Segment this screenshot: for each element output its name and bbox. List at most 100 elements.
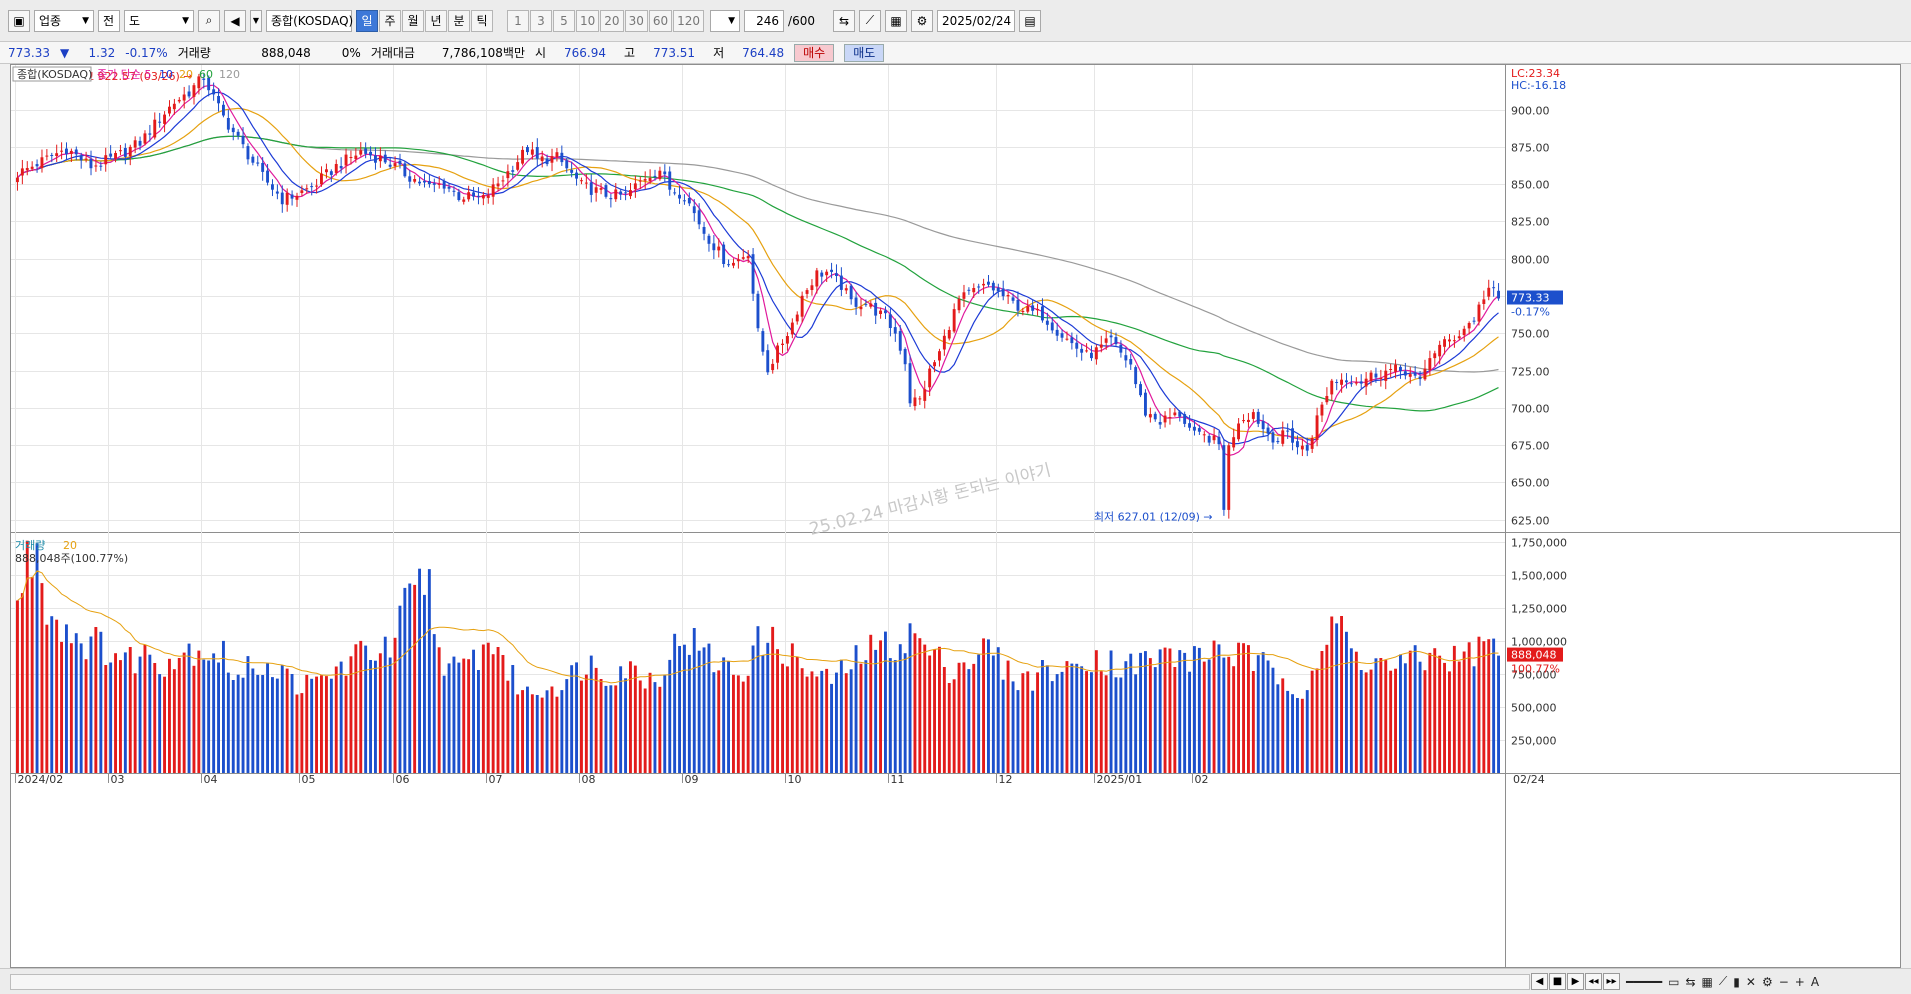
- candle-body: [344, 154, 348, 166]
- period-tab-0[interactable]: 일: [356, 9, 378, 32]
- compare-icon[interactable]: ⇆: [832, 9, 855, 32]
- candle-body: [1041, 306, 1044, 321]
- candle-body: [756, 293, 760, 329]
- gear-icon[interactable]: ⚙: [910, 9, 933, 32]
- candle-icon[interactable]: ▮: [1733, 974, 1740, 989]
- candle-body: [403, 163, 407, 177]
- save-icon[interactable]: ▦: [884, 9, 907, 32]
- candle-body: [20, 168, 24, 176]
- period-box[interactable]: 전: [98, 9, 120, 32]
- zoom-slider-icon[interactable]: ━━━━━: [1626, 974, 1663, 989]
- candle-body: [687, 198, 691, 204]
- scroll-right-button[interactable]: ▶: [1567, 973, 1584, 990]
- volume-bar: [550, 686, 554, 773]
- index-name-field[interactable]: 종합(KOSDAQ): [266, 9, 353, 32]
- candle-body: [702, 227, 706, 234]
- candle-body: [1134, 367, 1138, 385]
- category-select[interactable]: 업종 ▼: [34, 9, 94, 32]
- buy-button[interactable]: 매수: [794, 43, 835, 62]
- period-tab-4[interactable]: 분: [448, 9, 470, 32]
- candle-body: [972, 288, 976, 293]
- candle-body: [246, 146, 250, 160]
- stop-button[interactable]: ■: [1549, 973, 1566, 990]
- forward-button[interactable]: ▸▸: [1603, 973, 1620, 990]
- candle-body: [491, 184, 495, 197]
- stock-chart[interactable]: 900.00875.00850.00825.00800.00775.00750.…: [11, 65, 1900, 967]
- grid-icon[interactable]: ▦: [1701, 974, 1713, 989]
- volume-bar: [1330, 616, 1334, 773]
- range-select[interactable]: 도 ▼: [124, 9, 194, 32]
- candle-body: [1256, 411, 1260, 424]
- candle-body: [60, 150, 63, 152]
- volume-bar: [952, 679, 956, 773]
- candle-body: [74, 149, 78, 155]
- settings-icon[interactable]: ⚙: [1761, 974, 1773, 989]
- scroll-left-button[interactable]: ◀: [1531, 973, 1548, 990]
- date-field[interactable]: 2025/02/24: [936, 9, 1015, 32]
- candle-body: [1232, 437, 1236, 448]
- horizontal-scrollbar[interactable]: [10, 973, 1530, 990]
- volume-bar: [526, 686, 529, 773]
- sell-button[interactable]: 매도: [844, 43, 885, 62]
- interval-tab-3[interactable]: 3: [530, 9, 552, 32]
- period-tab-2[interactable]: 월: [402, 9, 424, 32]
- candle-body: [1467, 323, 1471, 329]
- draw-icon[interactable]: ⟋: [858, 9, 881, 32]
- candle-body: [1153, 413, 1157, 420]
- interval-custom[interactable]: ▼: [710, 9, 741, 32]
- price-tick-label: 625.00: [1511, 515, 1550, 528]
- volume-bar: [305, 674, 309, 773]
- candle-body: [217, 96, 220, 104]
- candle-body: [1148, 414, 1152, 418]
- legend-box: [12, 66, 92, 82]
- candle-body: [1291, 428, 1294, 443]
- candle-body: [1345, 380, 1348, 383]
- interval-tab-120[interactable]: 120: [673, 9, 705, 32]
- interval-tab-30[interactable]: 30: [624, 9, 648, 32]
- window-menu-icon[interactable]: ▣: [8, 9, 30, 32]
- chevron-down-icon[interactable]: ▼: [250, 9, 262, 32]
- volume-bar: [486, 642, 490, 773]
- volume-bar: [1036, 672, 1039, 773]
- candle-body: [1026, 306, 1030, 312]
- x-tick-label: 06: [396, 773, 410, 786]
- minus-icon[interactable]: −: [1778, 974, 1789, 989]
- volume-bar: [707, 643, 711, 773]
- interval-tab-60[interactable]: 60: [648, 9, 673, 32]
- x-tick-label: 07: [489, 773, 503, 786]
- line-icon[interactable]: ⟋: [1718, 974, 1728, 988]
- volume-bar: [668, 659, 672, 773]
- calendar-icon[interactable]: ▤: [1018, 9, 1041, 32]
- cross-icon[interactable]: ✕: [1745, 974, 1756, 989]
- candle-body: [1104, 338, 1108, 343]
- period-tab-3[interactable]: 년: [425, 9, 447, 32]
- period-tab-1[interactable]: 주: [379, 9, 401, 32]
- volume-bar: [1497, 655, 1500, 773]
- compare-icon[interactable]: ⇆: [1685, 974, 1696, 989]
- candle-body: [511, 170, 515, 172]
- count-field[interactable]: 246: [744, 9, 785, 32]
- candle-body: [1266, 427, 1270, 434]
- interval-tab-1[interactable]: 1: [507, 9, 529, 32]
- volume-bar: [285, 668, 289, 773]
- volume-bar: [604, 685, 608, 773]
- layout-icon[interactable]: ▭: [1668, 974, 1680, 989]
- candle-body: [222, 104, 225, 116]
- sound-icon[interactable]: ◀: [224, 9, 246, 32]
- plus-icon[interactable]: +: [1794, 974, 1805, 989]
- candle-body: [697, 210, 701, 225]
- period-tab-5[interactable]: 틱: [471, 9, 493, 32]
- rewind-button[interactable]: ◂◂: [1585, 973, 1602, 990]
- candle-body: [707, 235, 711, 244]
- chart-panel[interactable]: 900.00875.00850.00825.00800.00775.00750.…: [10, 64, 1901, 968]
- candle-body: [349, 157, 353, 158]
- interval-tab-5[interactable]: 5: [553, 9, 575, 32]
- text-size-icon[interactable]: A: [1810, 974, 1820, 989]
- volume-bar: [589, 655, 593, 773]
- candle-body: [918, 398, 922, 400]
- search-icon[interactable]: ⌕: [198, 9, 220, 32]
- x-tick-label: 10: [788, 773, 802, 786]
- interval-tab-10[interactable]: 10: [576, 9, 600, 32]
- interval-tab-20[interactable]: 20: [600, 9, 624, 32]
